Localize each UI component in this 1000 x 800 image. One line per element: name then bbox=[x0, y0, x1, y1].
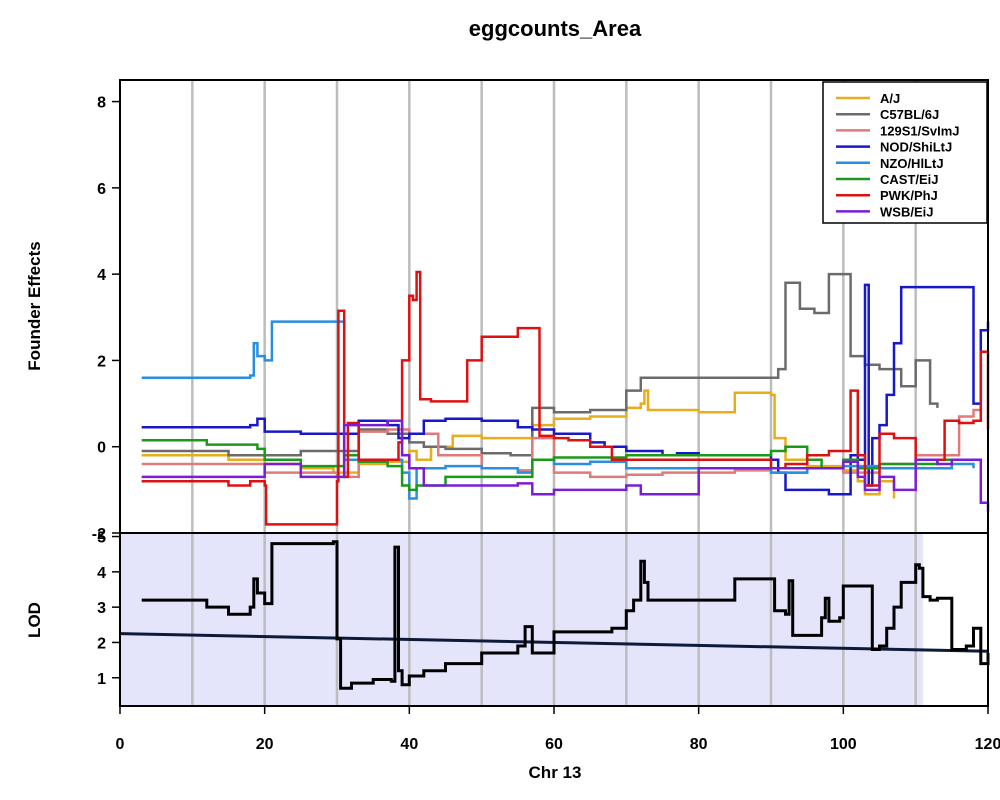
top-panel-y-axis: -2 0 2 4 6 8 bbox=[92, 95, 120, 543]
series-line-c57bl-6j bbox=[141, 272, 939, 457]
top-panel: -2 0 2 4 6 8 Founder Effects bbox=[25, 79, 990, 543]
x-axis: 0 20 40 60 80 100 120 bbox=[116, 706, 1000, 753]
bottom-y-tick-label: 4 bbox=[97, 565, 106, 582]
legend-entry: C57BL/6J bbox=[880, 107, 939, 122]
bottom-y-tick-label: 2 bbox=[97, 635, 106, 652]
top-y-tick-label: 6 bbox=[97, 181, 106, 198]
series-line-wsb-eij bbox=[141, 419, 990, 512]
legend-entry: 129S1/SvImJ bbox=[880, 123, 960, 138]
top-y-tick-label: 0 bbox=[97, 440, 106, 457]
legend-entry: NOD/ShiLtJ bbox=[880, 140, 952, 155]
chart-title: eggcounts_Area bbox=[469, 16, 642, 41]
legend-entry: A/J bbox=[880, 91, 900, 106]
top-y-tick-label: 4 bbox=[97, 267, 106, 284]
top-y-tick-label: -2 bbox=[92, 526, 106, 543]
x-tick-label: 100 bbox=[830, 736, 857, 753]
bottom-panel: 1 2 3 4 5 LOD bbox=[25, 530, 990, 707]
series-line-pwk-phj bbox=[141, 270, 990, 526]
x-tick-label: 80 bbox=[690, 736, 708, 753]
top-y-tick-label: 8 bbox=[97, 95, 106, 112]
bottom-panel-ylabel: LOD bbox=[25, 602, 44, 638]
legend-entry: CAST/EiJ bbox=[880, 172, 939, 187]
x-tick-label: 20 bbox=[256, 736, 274, 753]
x-tick-label: 0 bbox=[116, 736, 125, 753]
top-y-tick-label: 2 bbox=[97, 353, 106, 370]
legend-entry: WSB/EiJ bbox=[880, 204, 933, 219]
founder-effect-series-group bbox=[141, 270, 990, 526]
lod-line bbox=[141, 540, 990, 690]
legend-box bbox=[822, 81, 988, 224]
x-tick-label: 120 bbox=[975, 736, 1000, 753]
x-tick-label: 40 bbox=[400, 736, 418, 753]
x-tick-label: 60 bbox=[545, 736, 563, 753]
top-panel-ylabel: Founder Effects bbox=[25, 241, 44, 370]
bottom-y-tick-label: 1 bbox=[97, 671, 106, 688]
bottom-y-tick-label: 5 bbox=[97, 530, 106, 547]
legend-entry: PWK/PhJ bbox=[880, 188, 938, 203]
x-axis-label: Chr 13 bbox=[529, 763, 582, 782]
lod-shaded-region bbox=[120, 533, 923, 706]
bottom-y-tick-label: 3 bbox=[97, 600, 106, 617]
legend-entry: NZO/HlLtJ bbox=[880, 156, 944, 171]
bottom-panel-y-axis: 1 2 3 4 5 bbox=[97, 530, 120, 688]
